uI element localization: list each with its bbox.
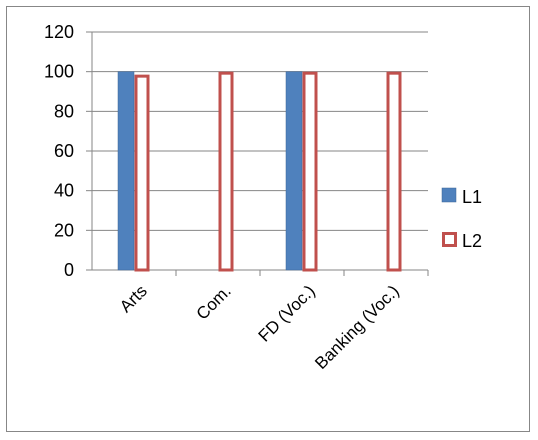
bars: [117, 71, 402, 272]
chart-frame: [6, 6, 530, 432]
x-category-labels: Arts Com. FD (Voc.)Banking (Voc.): [116, 281, 403, 373]
y-tick-label: 60: [54, 141, 74, 161]
bar-l2-0: [134, 74, 150, 272]
y-tick-label: 40: [54, 181, 74, 201]
x-category-label: Com.: [193, 281, 235, 323]
bar-l2-3: [386, 71, 402, 272]
y-tick-label: 100: [44, 62, 74, 82]
x-category-label: Arts: [116, 281, 151, 316]
bar-l1-0: [117, 71, 135, 271]
x-category-label: Banking (Voc.): [311, 281, 403, 373]
legend: L1 L2: [441, 187, 482, 251]
bar-l2-1: [218, 71, 234, 272]
bar-l2-2: [302, 71, 318, 272]
axes: [86, 31, 429, 276]
y-tick-labels: 0 20 40 60 80 100 120: [44, 22, 74, 280]
legend-label-l2: L2: [462, 231, 482, 251]
y-tick-label: 120: [44, 22, 74, 42]
y-tick-label: 80: [54, 101, 74, 121]
x-category-label: FD (Voc.): [255, 281, 319, 345]
y-tick-label: 0: [64, 260, 74, 280]
legend-swatch-l1: [441, 187, 457, 203]
legend-label-l1: L1: [462, 187, 482, 207]
legend-swatch-l2: [442, 232, 457, 247]
bar-l1-2: [285, 71, 303, 271]
y-tick-label: 20: [54, 220, 74, 240]
